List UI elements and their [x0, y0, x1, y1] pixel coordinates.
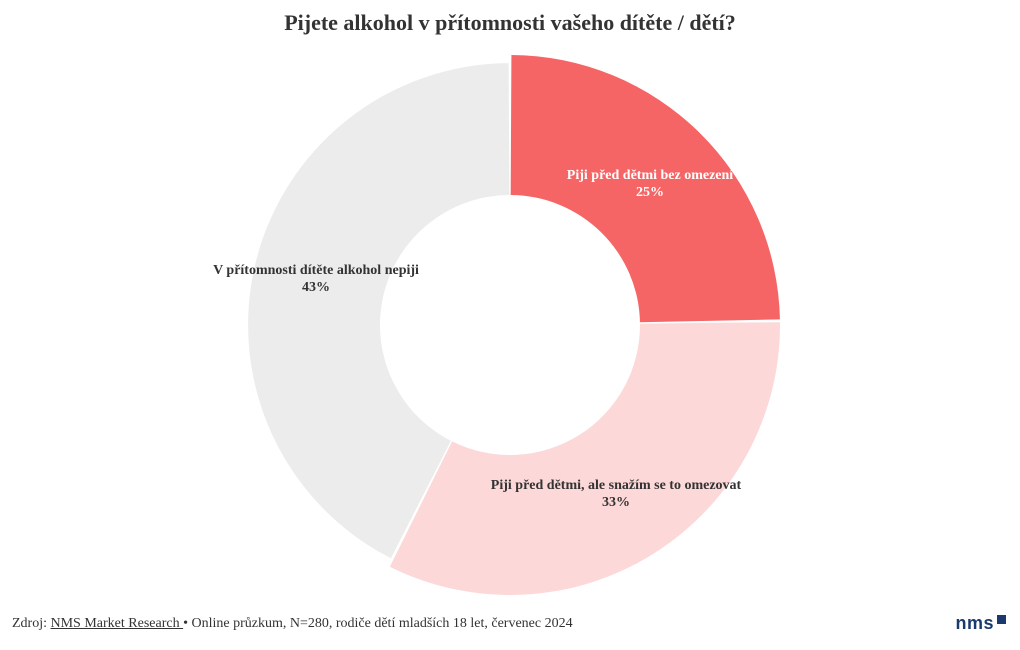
slice-label: Piji před dětmi, ale snažím se to omezov… — [491, 478, 741, 512]
slice-label-pct: 25% — [567, 185, 733, 202]
donut-svg — [230, 45, 790, 605]
source-suffix: • Online průzkum, N=280, rodiče dětí mla… — [183, 616, 573, 631]
slice-label-text: V přítomnosti dítěte alkohol nepiji — [213, 263, 419, 280]
source-prefix: Zdroj: — [12, 616, 51, 631]
donut-chart: Piji před dětmi bez omezení25%Piji před … — [0, 45, 1020, 605]
slice-label-pct: 33% — [491, 495, 741, 512]
slice-label: V přítomnosti dítěte alkohol nepiji43% — [213, 263, 419, 297]
logo-square-icon — [997, 615, 1006, 624]
slice-label-text: Piji před dětmi, ale snažím se to omezov… — [491, 478, 741, 495]
slice-label-text: Piji před dětmi bez omezení — [567, 168, 733, 185]
source-footer: Zdroj: NMS Market Research • Online průz… — [12, 616, 573, 632]
chart-container: Pijete alkohol v přítomnosti vašeho dítě… — [0, 0, 1020, 650]
source-link[interactable]: NMS Market Research — [51, 616, 184, 631]
chart-title: Pijete alkohol v přítomnosti vašeho dítě… — [0, 10, 1020, 36]
logo-text: nms — [955, 613, 994, 634]
slice-label-pct: 43% — [213, 280, 419, 297]
slice-label: Piji před dětmi bez omezení25% — [567, 168, 733, 202]
donut-slice — [390, 322, 780, 595]
nms-logo: nms — [955, 613, 1006, 634]
